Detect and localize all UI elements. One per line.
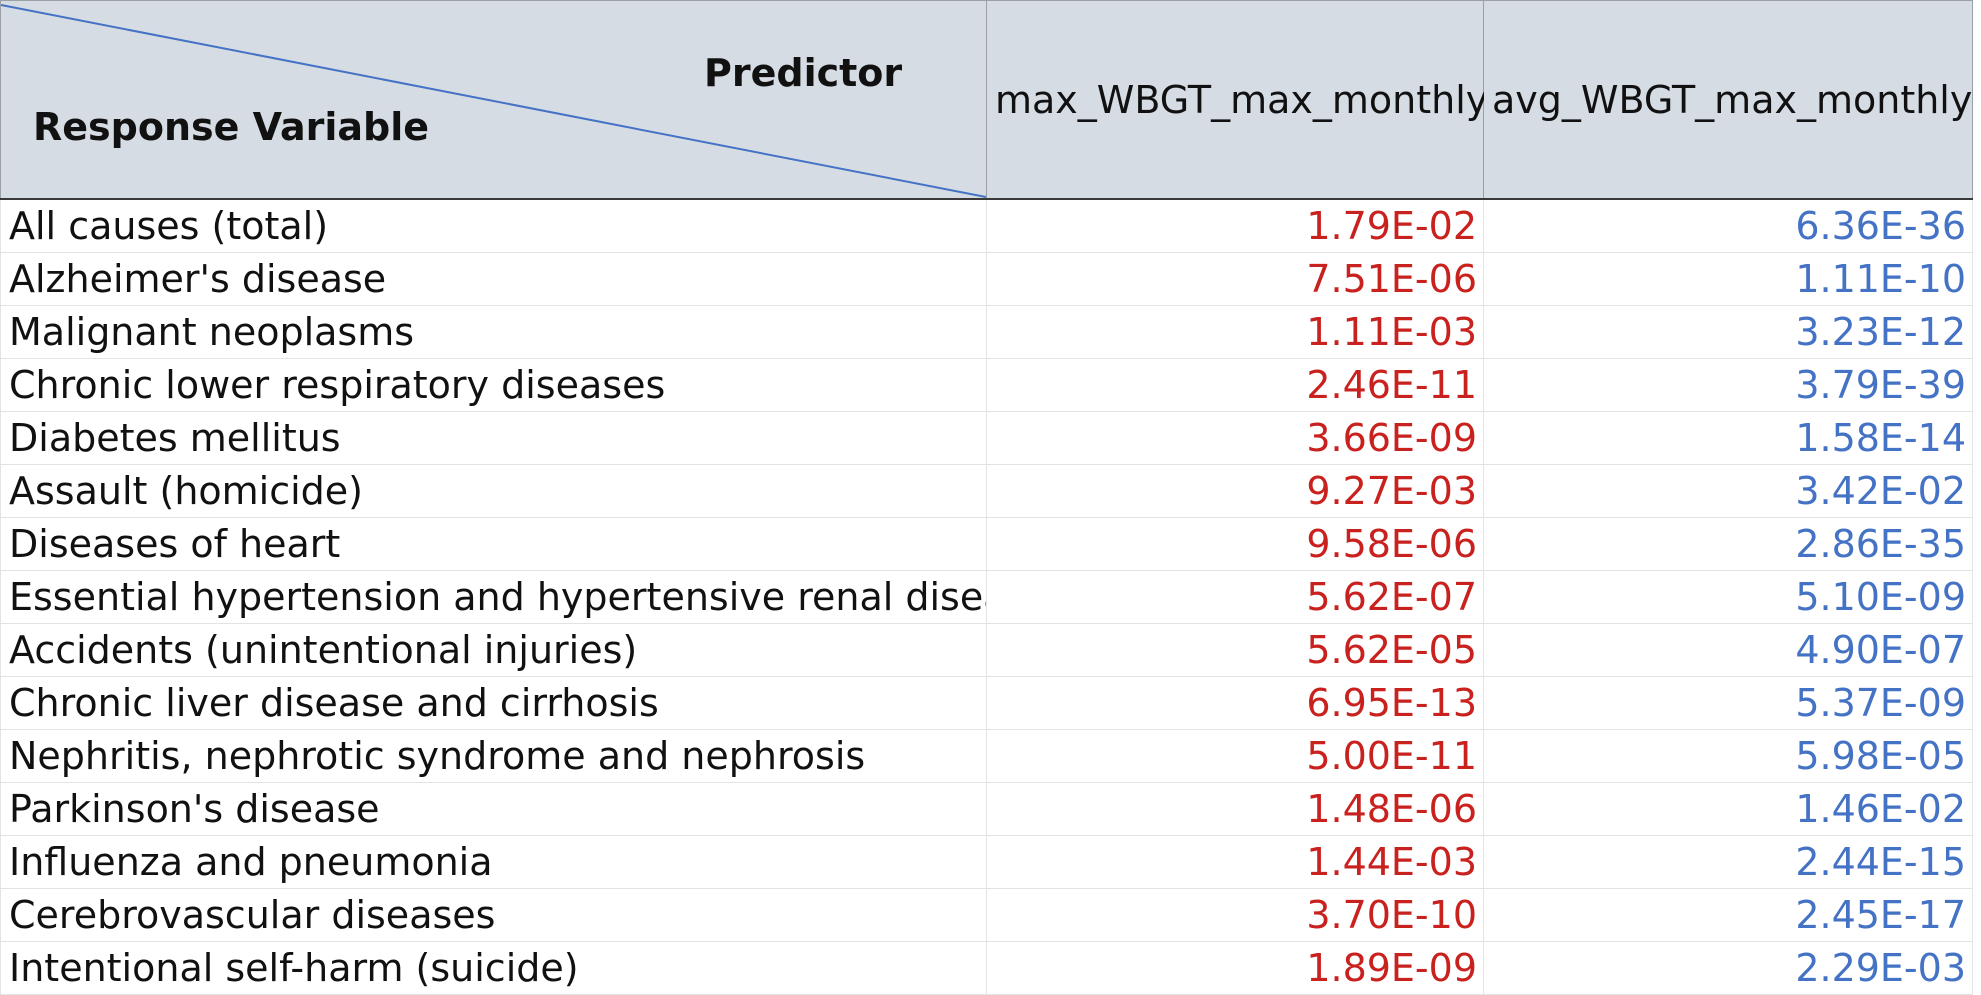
response-variable-cell[interactable]: Chronic liver disease and cirrhosis [0, 676, 987, 730]
avg-wbgt-value-cell[interactable]: 5.98E-05 [1483, 729, 1973, 783]
table-row: Intentional self-harm (suicide) 1.89E-09 2… [0, 941, 1973, 995]
table-row: Essential hypertension and hypertensive … [0, 570, 1973, 624]
table-row: All causes (total) 1.79E-02 6.36E-36 [0, 199, 1973, 253]
max-wbgt-value-cell[interactable]: 3.66E-09 [986, 411, 1484, 465]
response-variable-cell[interactable]: Intentional self-harm (suicide) [0, 941, 987, 995]
max-wbgt-value-cell[interactable]: 1.89E-09 [986, 941, 1484, 995]
avg-wbgt-value-cell[interactable]: 3.23E-12 [1483, 305, 1973, 359]
avg-wbgt-value-cell[interactable]: 4.90E-07 [1483, 623, 1973, 677]
response-variable-cell[interactable]: Parkinson's disease [0, 782, 987, 836]
avg-wbgt-value-cell[interactable]: 3.42E-02 [1483, 464, 1973, 518]
table-row: Assault (homicide) 9.27E-03 3.42E-02 [0, 464, 1973, 518]
max-wbgt-value-cell[interactable]: 5.00E-11 [986, 729, 1484, 783]
avg-wbgt-value-cell[interactable]: 5.10E-09 [1483, 570, 1973, 624]
response-variable-cell[interactable]: Cerebrovascular diseases [0, 888, 987, 942]
table-row: Alzheimer's disease 7.51E-06 1.11E-10 [0, 252, 1973, 306]
avg-wbgt-value-cell[interactable]: 2.86E-35 [1483, 517, 1973, 571]
column-header-max-wbgt[interactable]: max_WBGT_max_monthly [986, 0, 1488, 200]
max-wbgt-value-cell[interactable]: 9.58E-06 [986, 517, 1484, 571]
predictor-header-label: Predictor [704, 51, 903, 95]
avg-wbgt-value-cell[interactable]: 3.79E-39 [1483, 358, 1973, 412]
table-row: Diabetes mellitus 3.66E-09 1.58E-14 [0, 411, 1973, 465]
response-variable-cell[interactable]: Diabetes mellitus [0, 411, 987, 465]
response-variable-cell[interactable]: Alzheimer's disease [0, 252, 987, 306]
max-wbgt-value-cell[interactable]: 6.95E-13 [986, 676, 1484, 730]
diagonal-header-cell[interactable]: Predictor Response Variable [0, 0, 987, 200]
avg-wbgt-value-cell[interactable]: 1.11E-10 [1483, 252, 1973, 306]
response-variable-cell[interactable]: Nephritis, nephrotic syndrome and nephro… [0, 729, 987, 783]
max-wbgt-value-cell[interactable]: 5.62E-05 [986, 623, 1484, 677]
response-variable-cell[interactable]: Diseases of heart [0, 517, 987, 571]
max-wbgt-value-cell[interactable]: 5.62E-07 [986, 570, 1484, 624]
response-variable-cell[interactable]: All causes (total) [0, 199, 987, 253]
table-row: Malignant neoplasms 1.11E-03 3.23E-12 [0, 305, 1973, 359]
table-row: Nephritis, nephrotic syndrome and nephro… [0, 729, 1973, 783]
max-wbgt-value-cell[interactable]: 1.79E-02 [986, 199, 1484, 253]
response-variable-cell[interactable]: Assault (homicide) [0, 464, 987, 518]
table-row: Parkinson's disease 1.48E-06 1.46E-02 [0, 782, 1973, 836]
max-wbgt-value-cell[interactable]: 3.70E-10 [986, 888, 1484, 942]
table-row: Influenza and pneumonia 1.44E-03 2.44E-15 [0, 835, 1973, 889]
response-variable-header-label: Response Variable [33, 105, 430, 149]
avg-wbgt-value-cell[interactable]: 5.37E-09 [1483, 676, 1973, 730]
max-wbgt-value-cell[interactable]: 9.27E-03 [986, 464, 1484, 518]
avg-wbgt-value-cell[interactable]: 6.36E-36 [1483, 199, 1973, 253]
table-row: Accidents (unintentional injuries) 5.62E-… [0, 623, 1973, 677]
response-variable-cell[interactable]: Chronic lower respiratory diseases [0, 358, 987, 412]
table-row: Cerebrovascular diseases 3.70E-10 2.45E-17 [0, 888, 1973, 942]
avg-wbgt-value-cell[interactable]: 1.58E-14 [1483, 411, 1973, 465]
table-row: Chronic lower respiratory diseases 2.46E-… [0, 358, 1973, 412]
diagonal-divider [1, 4, 986, 198]
avg-wbgt-value-cell[interactable]: 2.44E-15 [1483, 835, 1973, 889]
response-variable-cell[interactable]: Essential hypertension and hypertensive … [0, 570, 987, 624]
max-wbgt-value-cell[interactable]: 7.51E-06 [986, 252, 1484, 306]
column-header-avg-wbgt[interactable]: avg_WBGT_max_monthly [1483, 0, 1973, 200]
table-body: All causes (total) 1.79E-02 6.36E-36 Alzhei… [0, 199, 1973, 995]
max-wbgt-value-cell[interactable]: 1.11E-03 [986, 305, 1484, 359]
max-wbgt-value-cell[interactable]: 1.44E-03 [986, 835, 1484, 889]
response-variable-cell[interactable]: Accidents (unintentional injuries) [0, 623, 987, 677]
avg-wbgt-value-cell[interactable]: 1.46E-02 [1483, 782, 1973, 836]
table-row: Chronic liver disease and cirrhosis 6.95E… [0, 676, 1973, 730]
response-variable-cell[interactable]: Malignant neoplasms [0, 305, 987, 359]
max-wbgt-value-cell[interactable]: 1.48E-06 [986, 782, 1484, 836]
max-wbgt-value-cell[interactable]: 2.46E-11 [986, 358, 1484, 412]
response-variable-cell[interactable]: Influenza and pneumonia [0, 835, 987, 889]
table-row: Diseases of heart 9.58E-06 2.86E-35 [0, 517, 1973, 571]
avg-wbgt-value-cell[interactable]: 2.29E-03 [1483, 941, 1973, 995]
avg-wbgt-value-cell[interactable]: 2.45E-17 [1483, 888, 1973, 942]
header-row: Predictor Response Variable max_WBGT_max… [0, 0, 1973, 200]
